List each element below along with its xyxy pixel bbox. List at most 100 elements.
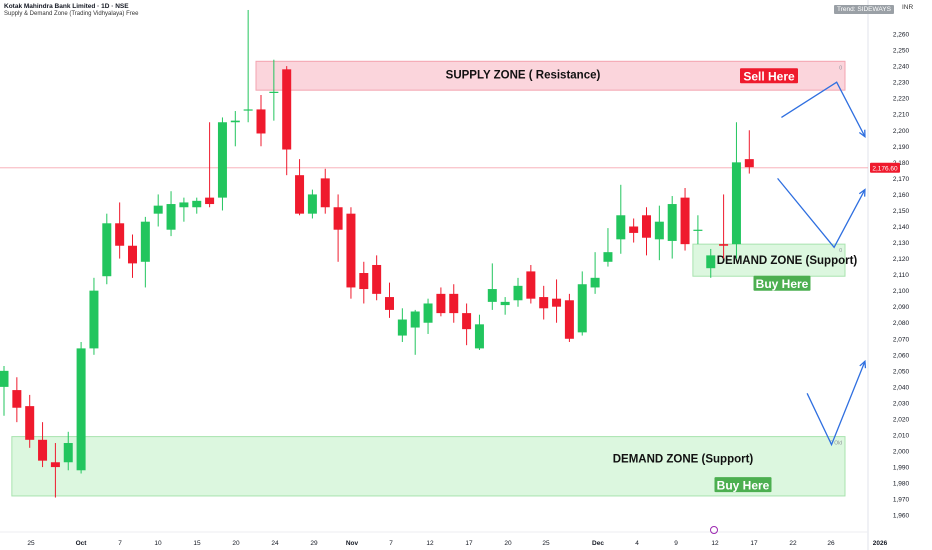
candle-body[interactable]: [667, 204, 677, 241]
x-tick-label: 7: [389, 540, 393, 547]
y-tick-label: 2,190: [893, 144, 910, 151]
sell-here-label: Sell Here: [743, 70, 795, 84]
y-tick-label: 2,240: [893, 64, 910, 71]
indicator-name[interactable]: Supply & Demand Zone (Trading Vidhyalaya…: [4, 11, 139, 17]
candle-body[interactable]: [423, 303, 433, 323]
candle-body[interactable]: [526, 271, 536, 299]
candle-body[interactable]: [539, 297, 549, 309]
candle-body[interactable]: [269, 91, 279, 93]
last-price-tag[interactable]: [870, 162, 900, 173]
projection-arrowhead-2: [859, 359, 867, 369]
candle-body[interactable]: [38, 439, 48, 461]
candle-body[interactable]: [217, 122, 227, 198]
y-tick-label: 2,080: [893, 320, 910, 327]
candle-body[interactable]: [256, 109, 266, 134]
candle-body[interactable]: [230, 120, 240, 123]
candle-body[interactable]: [680, 197, 690, 245]
candle-body[interactable]: [243, 109, 253, 111]
candle-body[interactable]: [192, 200, 202, 208]
x-tick-label: 24: [271, 540, 279, 547]
candle-body[interactable]: [282, 69, 292, 150]
candle-body[interactable]: [744, 159, 754, 168]
candle-body[interactable]: [359, 273, 369, 290]
candle-body[interactable]: [295, 175, 305, 214]
candle-body[interactable]: [153, 205, 163, 214]
x-tick-label: 12: [711, 540, 719, 547]
zone-label: SUPPLY ZONE ( Resistance): [446, 70, 601, 82]
y-tick-label: 2,170: [893, 176, 910, 183]
candle-body[interactable]: [50, 462, 60, 468]
candle-body[interactable]: [449, 293, 459, 314]
candle-body[interactable]: [487, 289, 497, 302]
candle-body[interactable]: [462, 313, 472, 330]
candle-body[interactable]: [654, 221, 664, 240]
last-price-label: 2,176.60: [872, 165, 898, 172]
candle-body[interactable]: [603, 252, 613, 262]
y-tick-label: 2,020: [893, 416, 910, 423]
buy-here-label: Buy Here: [717, 479, 770, 493]
candle-body[interactable]: [102, 223, 112, 277]
event-marker-icon[interactable]: [710, 526, 718, 534]
x-tick-label: Oct: [76, 540, 88, 547]
candle-body[interactable]: [577, 284, 587, 333]
candle-body[interactable]: [12, 390, 22, 408]
candle-body[interactable]: [706, 255, 716, 269]
candle-body[interactable]: [693, 229, 703, 231]
x-tick-label: 29: [310, 540, 318, 547]
candle-body[interactable]: [397, 319, 407, 336]
projection-arrowhead-0: [858, 129, 866, 139]
x-tick-label: 7: [118, 540, 122, 547]
symbol-title[interactable]: Kotak Mahindra Bank Limited · 1D · NSE: [4, 3, 129, 10]
y-tick-label: 2,030: [893, 400, 910, 407]
y-tick-label: 2,040: [893, 384, 910, 391]
candle-body[interactable]: [346, 213, 356, 288]
candle-body[interactable]: [76, 348, 86, 471]
candle-body[interactable]: [128, 245, 137, 264]
candle-body[interactable]: [513, 285, 523, 301]
candle-body[interactable]: [642, 215, 651, 238]
candle-body[interactable]: [719, 244, 729, 246]
candle-body[interactable]: [410, 311, 420, 328]
candle-body[interactable]: [731, 162, 741, 245]
y-tick-label: 2,000: [893, 449, 910, 456]
candle-body[interactable]: [179, 202, 189, 208]
sell-here-badge[interactable]: [740, 68, 798, 84]
candle-body[interactable]: [436, 293, 446, 314]
demand-zone-1[interactable]: [692, 243, 846, 277]
candle-body[interactable]: [0, 370, 9, 387]
y-tick-label: 2,260: [893, 32, 910, 39]
candle-body[interactable]: [629, 226, 639, 233]
buy-here-badge[interactable]: [714, 477, 772, 493]
y-tick-label: 2,180: [893, 160, 910, 167]
candle-body[interactable]: [320, 178, 330, 208]
candle-body[interactable]: [25, 406, 35, 440]
candle-body[interactable]: [140, 221, 150, 262]
candle-body[interactable]: [564, 300, 574, 339]
candle-body[interactable]: [616, 215, 626, 240]
y-tick-label: 2,200: [893, 128, 910, 135]
y-tick-label: 2,090: [893, 304, 910, 311]
y-tick-label: 2,100: [893, 288, 910, 295]
x-tick-label: Dec: [592, 540, 604, 547]
candle-body[interactable]: [166, 204, 176, 230]
candle-body[interactable]: [474, 324, 484, 349]
y-tick-label: 1,960: [893, 513, 910, 520]
candle-body[interactable]: [333, 207, 343, 230]
y-tick-label: 2,110: [893, 272, 909, 279]
candle-body[interactable]: [307, 194, 317, 214]
candle-body[interactable]: [89, 290, 99, 349]
candle-body[interactable]: [115, 223, 125, 246]
x-tick-label: 10: [154, 540, 162, 547]
candle-body[interactable]: [500, 301, 510, 306]
candle-body[interactable]: [372, 264, 382, 294]
x-tick-label: 20: [232, 540, 240, 547]
candle-body[interactable]: [590, 277, 600, 288]
y-tick-label: 2,160: [893, 192, 910, 199]
demand-zone-2[interactable]: [11, 436, 846, 497]
candle-body[interactable]: [385, 297, 394, 310]
candle-body[interactable]: [63, 443, 73, 463]
buy-here-badge[interactable]: [753, 275, 811, 291]
candle-body[interactable]: [205, 197, 215, 205]
candle-body[interactable]: [552, 298, 562, 307]
